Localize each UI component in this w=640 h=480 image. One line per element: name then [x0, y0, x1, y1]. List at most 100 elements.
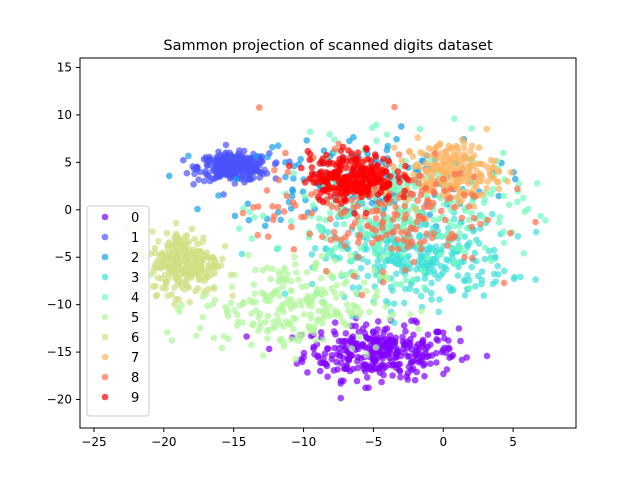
point-digit-9	[363, 146, 371, 153]
point-digit-5	[348, 310, 355, 318]
y-tick-label: −10	[47, 298, 72, 312]
point-digit-8	[410, 258, 418, 266]
point-digit-9	[330, 184, 337, 191]
point-digit-0	[362, 368, 369, 375]
point-digit-0	[483, 352, 491, 360]
legend-marker	[101, 313, 109, 321]
point-digit-8	[395, 151, 403, 158]
point-digit-7	[470, 152, 478, 159]
point-digit-8	[532, 218, 539, 226]
point-digit-5	[372, 293, 379, 301]
point-digit-4	[537, 212, 544, 220]
point-digit-8	[284, 168, 292, 176]
point-digit-9	[344, 177, 351, 184]
point-digit-3	[380, 263, 387, 270]
x-tick-label: 0	[439, 435, 447, 449]
point-digit-5	[193, 332, 200, 340]
point-digit-0	[399, 333, 406, 341]
point-digit-8	[265, 233, 272, 240]
point-digit-6	[175, 259, 183, 266]
point-digit-5	[223, 309, 231, 316]
point-digit-3	[349, 284, 357, 291]
point-digit-3	[357, 265, 365, 272]
point-digit-9	[306, 150, 314, 158]
point-digit-5	[252, 266, 259, 274]
point-digit-1	[243, 176, 250, 183]
point-digit-0	[412, 348, 419, 356]
point-digit-3	[481, 255, 489, 263]
point-digit-4	[399, 251, 407, 259]
point-digit-7	[445, 159, 453, 166]
point-digit-4	[435, 215, 443, 223]
point-digit-7	[470, 203, 478, 210]
point-digit-0	[433, 328, 440, 336]
point-digit-2	[303, 137, 311, 144]
point-digit-5	[348, 345, 356, 352]
point-digit-4	[496, 213, 504, 221]
point-digit-9	[319, 198, 327, 206]
point-digit-0	[457, 337, 464, 345]
point-digit-8	[254, 203, 262, 210]
point-digit-5	[288, 287, 295, 295]
point-digit-8	[348, 197, 356, 204]
point-digit-0	[421, 372, 428, 380]
point-digit-4	[430, 216, 437, 224]
point-digit-4	[457, 245, 465, 252]
point-digit-5	[382, 303, 390, 311]
point-digit-0	[359, 325, 367, 333]
point-digit-9	[348, 183, 356, 191]
point-digit-0	[340, 377, 347, 385]
point-digit-5	[274, 317, 282, 324]
point-digit-0	[343, 365, 351, 373]
point-digit-5	[252, 298, 259, 306]
point-digit-5	[263, 264, 271, 271]
point-digit-5	[264, 312, 272, 320]
point-digit-3	[308, 251, 316, 258]
point-digit-8	[448, 185, 455, 193]
point-digit-8	[333, 204, 341, 212]
point-digit-8	[390, 228, 398, 235]
point-digit-4	[327, 209, 334, 217]
point-digit-5	[239, 319, 246, 326]
point-digit-5	[311, 323, 318, 331]
point-digit-5	[339, 318, 346, 325]
point-digit-5	[197, 324, 204, 332]
point-digit-8	[429, 199, 437, 207]
point-digit-8	[358, 291, 366, 299]
point-digit-6	[202, 269, 209, 277]
point-digit-6	[156, 252, 163, 259]
point-digit-9	[386, 173, 394, 180]
point-digit-0	[331, 344, 339, 352]
point-digit-4	[248, 235, 256, 242]
point-digit-5	[210, 334, 218, 342]
point-digit-5	[312, 261, 320, 269]
x-tick-label: −25	[81, 435, 106, 449]
point-digit-3	[475, 240, 483, 247]
point-digit-2	[261, 222, 269, 230]
point-digit-3	[489, 210, 496, 218]
point-digit-0	[389, 372, 396, 379]
point-digit-3	[389, 287, 396, 295]
point-digit-9	[351, 162, 358, 170]
point-digit-7	[448, 144, 456, 152]
point-digit-5	[292, 260, 299, 268]
point-digit-8	[374, 199, 382, 206]
point-digit-5	[267, 275, 275, 283]
point-digit-7	[412, 163, 420, 170]
point-digit-9	[301, 179, 309, 186]
point-digit-0	[345, 354, 353, 362]
point-digit-5	[222, 303, 229, 311]
point-digit-5	[319, 286, 326, 294]
point-digit-8	[269, 216, 277, 224]
point-digit-5	[273, 311, 281, 318]
point-digit-4	[392, 281, 399, 288]
point-digit-0	[317, 329, 325, 336]
point-digit-3	[429, 224, 437, 232]
point-digit-9	[306, 156, 313, 164]
point-digit-5	[199, 293, 207, 300]
point-digit-0	[421, 360, 428, 368]
point-digit-6	[229, 292, 236, 300]
point-digit-0	[433, 336, 440, 343]
x-axis: −25 −20 −15 −10 −5 0 5	[81, 428, 517, 449]
point-digit-3	[444, 224, 452, 232]
